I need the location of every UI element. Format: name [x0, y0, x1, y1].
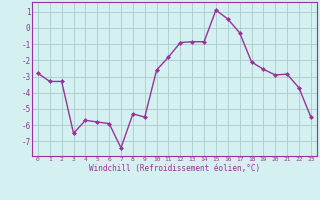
- X-axis label: Windchill (Refroidissement éolien,°C): Windchill (Refroidissement éolien,°C): [89, 164, 260, 173]
